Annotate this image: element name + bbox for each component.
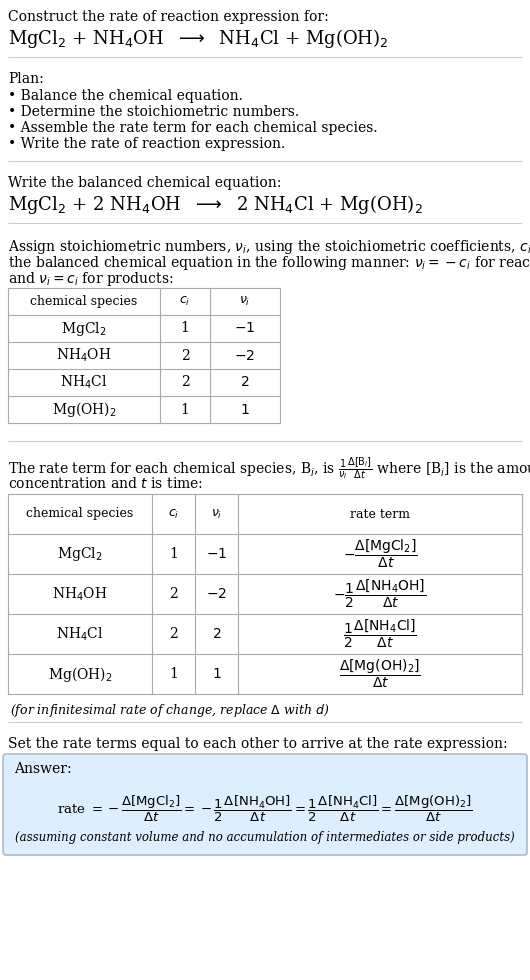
Text: Mg(OH)$_2$: Mg(OH)$_2$ [51, 400, 117, 419]
Text: the balanced chemical equation in the following manner: $\nu_i = -c_i$ for react: the balanced chemical equation in the fo… [8, 254, 530, 272]
Text: MgCl$_2$: MgCl$_2$ [61, 319, 107, 337]
Text: $c_i$: $c_i$ [168, 508, 179, 520]
Text: Plan:: Plan: [8, 72, 44, 86]
Text: $-2$: $-2$ [206, 587, 227, 601]
Text: rate $= -\dfrac{\Delta[\mathrm{MgCl_2}]}{\Delta t} = -\dfrac{1}{2}\dfrac{\Delta[: rate $= -\dfrac{\Delta[\mathrm{MgCl_2}]}… [57, 794, 473, 824]
Text: $\dfrac{\Delta[\mathrm{Mg(OH)_2}]}{\Delta t}$: $\dfrac{\Delta[\mathrm{Mg(OH)_2}]}{\Delt… [339, 658, 421, 690]
Text: 2: 2 [181, 375, 189, 389]
Text: Assign stoichiometric numbers, $\nu_i$, using the stoichiometric coefficients, $: Assign stoichiometric numbers, $\nu_i$, … [8, 238, 530, 256]
Text: • Write the rate of reaction expression.: • Write the rate of reaction expression. [8, 137, 285, 151]
Text: $\dfrac{1}{2}\dfrac{\Delta[\mathrm{NH_4Cl}]}{\Delta t}$: $\dfrac{1}{2}\dfrac{\Delta[\mathrm{NH_4C… [343, 617, 417, 650]
Text: 1: 1 [181, 403, 189, 416]
Text: The rate term for each chemical species, B$_i$, is $\frac{1}{\nu_i}\frac{\Delta[: The rate term for each chemical species,… [8, 456, 530, 482]
Text: NH$_4$OH: NH$_4$OH [52, 585, 108, 603]
Text: 1: 1 [181, 321, 189, 335]
Text: chemical species: chemical species [26, 508, 134, 520]
Text: Set the rate terms equal to each other to arrive at the rate expression:: Set the rate terms equal to each other t… [8, 737, 508, 751]
Text: NH$_4$OH: NH$_4$OH [56, 347, 112, 365]
Text: $\nu_i$: $\nu_i$ [240, 295, 251, 308]
Text: Answer:: Answer: [14, 762, 72, 776]
Text: $-\dfrac{1}{2}\dfrac{\Delta[\mathrm{NH_4OH}]}{\Delta t}$: $-\dfrac{1}{2}\dfrac{\Delta[\mathrm{NH_4… [333, 578, 427, 611]
Text: $\nu_i$: $\nu_i$ [211, 508, 222, 520]
Text: rate term: rate term [350, 508, 410, 520]
Text: MgCl$_2$: MgCl$_2$ [57, 545, 103, 563]
Text: $c_i$: $c_i$ [179, 295, 191, 308]
Text: (for infinitesimal rate of change, replace $\Delta$ with $d$): (for infinitesimal rate of change, repla… [10, 702, 329, 719]
Text: (assuming constant volume and no accumulation of intermediates or side products): (assuming constant volume and no accumul… [15, 831, 515, 844]
Text: 2: 2 [169, 587, 178, 601]
Text: MgCl$_2$ + 2 NH$_4$OH  $\longrightarrow$  2 NH$_4$Cl + Mg(OH)$_2$: MgCl$_2$ + 2 NH$_4$OH $\longrightarrow$ … [8, 193, 423, 216]
Text: and $\nu_i = c_i$ for products:: and $\nu_i = c_i$ for products: [8, 270, 173, 288]
Text: 2: 2 [181, 349, 189, 363]
Text: $2$: $2$ [212, 627, 221, 641]
Text: $1$: $1$ [211, 667, 222, 681]
Text: $1$: $1$ [240, 403, 250, 416]
Text: • Assemble the rate term for each chemical species.: • Assemble the rate term for each chemic… [8, 121, 377, 135]
Text: NH$_4$Cl: NH$_4$Cl [60, 373, 108, 391]
Text: concentration and $t$ is time:: concentration and $t$ is time: [8, 476, 203, 491]
Text: $2$: $2$ [240, 375, 250, 389]
Text: $-1$: $-1$ [234, 321, 255, 335]
Text: • Balance the chemical equation.: • Balance the chemical equation. [8, 89, 243, 103]
Text: 1: 1 [169, 667, 178, 681]
Text: chemical species: chemical species [30, 295, 138, 308]
Text: Mg(OH)$_2$: Mg(OH)$_2$ [48, 664, 112, 683]
Text: 1: 1 [169, 547, 178, 561]
Text: $-2$: $-2$ [234, 349, 255, 363]
FancyBboxPatch shape [3, 754, 527, 855]
Text: $-\dfrac{\Delta[\mathrm{MgCl_2}]}{\Delta t}$: $-\dfrac{\Delta[\mathrm{MgCl_2}]}{\Delta… [342, 538, 418, 570]
Text: $-1$: $-1$ [206, 547, 227, 561]
Text: Construct the rate of reaction expression for:: Construct the rate of reaction expressio… [8, 10, 329, 24]
Text: Write the balanced chemical equation:: Write the balanced chemical equation: [8, 176, 281, 190]
Text: MgCl$_2$ + NH$_4$OH  $\longrightarrow$  NH$_4$Cl + Mg(OH)$_2$: MgCl$_2$ + NH$_4$OH $\longrightarrow$ NH… [8, 27, 388, 50]
Text: 2: 2 [169, 627, 178, 641]
Text: NH$_4$Cl: NH$_4$Cl [56, 625, 104, 643]
Text: • Determine the stoichiometric numbers.: • Determine the stoichiometric numbers. [8, 105, 299, 119]
